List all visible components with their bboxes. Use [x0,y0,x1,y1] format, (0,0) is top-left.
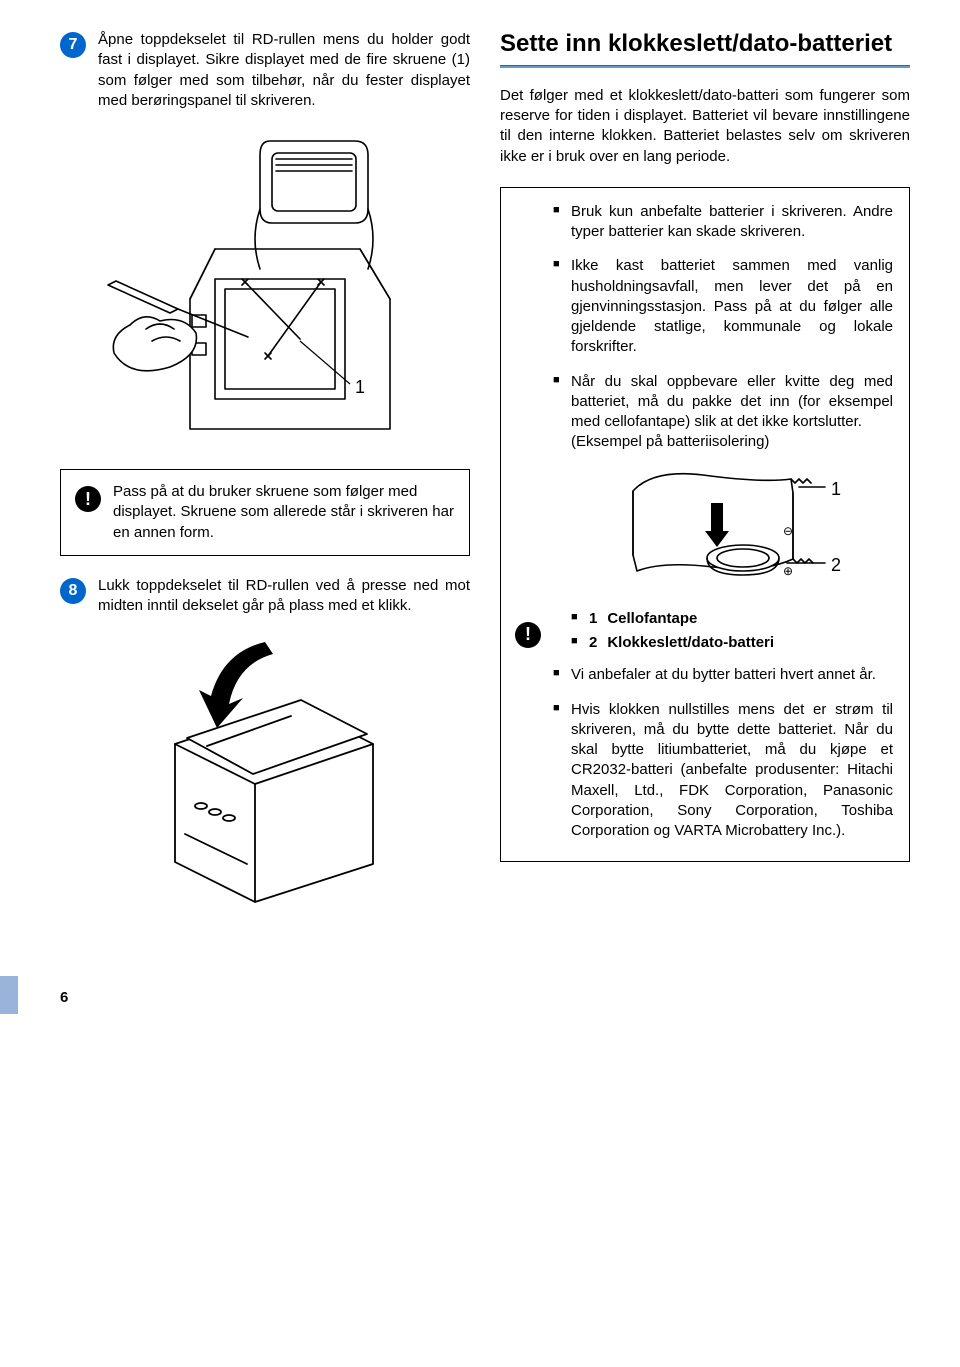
battery-notes-top: Bruk kun anbefalte batterier i skriveren… [553,202,893,433]
example-caption: (Eksempel på batteriisolering) [553,432,893,452]
legend-item: 2Klokkeslett/dato-batteri [571,633,893,653]
figure-callout-2: 2 [831,553,841,577]
step-7: 7 Åpne toppdekselet til RD-rullen mens d… [60,30,470,111]
figure-callout-1: 1 [355,377,365,398]
warning-box-battery: ! Bruk kun anbefalte batterier i skriver… [500,187,910,863]
list-item: Bruk kun anbefalte batterier i skriveren… [553,202,893,243]
figure-close-cover [60,634,470,904]
section-intro: Det følger med et klokkeslett/dato-batte… [500,86,910,167]
warning-icon: ! [515,622,541,648]
warning-text: Pass på at du bruker skruene som følger … [113,482,455,543]
svg-text:⊕: ⊕ [783,564,793,578]
page-number: 6 [60,989,910,1006]
step-8: 8 Lukk toppdekselet til RD-rullen ved å … [60,576,470,617]
section-title: Sette inn klokkeslett/dato-batteriet [500,30,910,59]
list-item: Vi anbefaler at du bytter batteri hvert … [553,665,893,685]
list-item: Ikke kast batteriet sammen med vanlig hu… [553,256,893,357]
battery-notes-bottom: Vi anbefaler at du bytter batteri hvert … [553,665,893,841]
figure-display-screws: 1 [60,129,470,444]
figure-legend: 1Cellofantape 2Klokkeslett/dato-batteri [553,609,893,654]
warning-icon: ! [75,486,101,512]
legend-item: 1Cellofantape [571,609,893,629]
page-tab [0,976,18,1014]
step-number-badge: 8 [60,578,86,604]
step-7-text: Åpne toppdekselet til RD-rullen mens du … [98,30,470,111]
svg-text:⊖: ⊖ [783,524,793,538]
list-item: Hvis klokken nullstilles mens det er str… [553,700,893,842]
step-number-badge: 7 [60,32,86,58]
list-item: Når du skal oppbevare eller kvitte deg m… [553,372,893,433]
step-8-text: Lukk toppdekselet til RD-rullen ved å pr… [98,576,470,617]
warning-box-screws: ! Pass på at du bruker skruene som følge… [60,469,470,556]
figure-callout-1: 1 [831,477,841,501]
title-underline [500,65,910,68]
figure-battery-tape: ⊖ ⊕ [553,463,893,599]
